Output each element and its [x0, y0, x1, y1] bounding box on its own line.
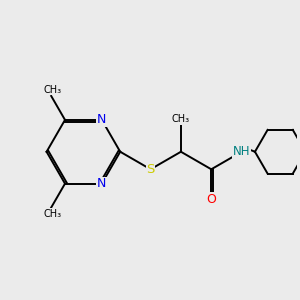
Text: O: O — [206, 193, 216, 206]
Text: S: S — [146, 163, 155, 176]
Text: N: N — [97, 113, 106, 126]
Text: CH₃: CH₃ — [172, 114, 190, 124]
Text: N: N — [97, 177, 106, 190]
Text: NH: NH — [233, 145, 250, 158]
Text: CH₃: CH₃ — [44, 85, 62, 95]
Text: CH₃: CH₃ — [44, 209, 62, 219]
